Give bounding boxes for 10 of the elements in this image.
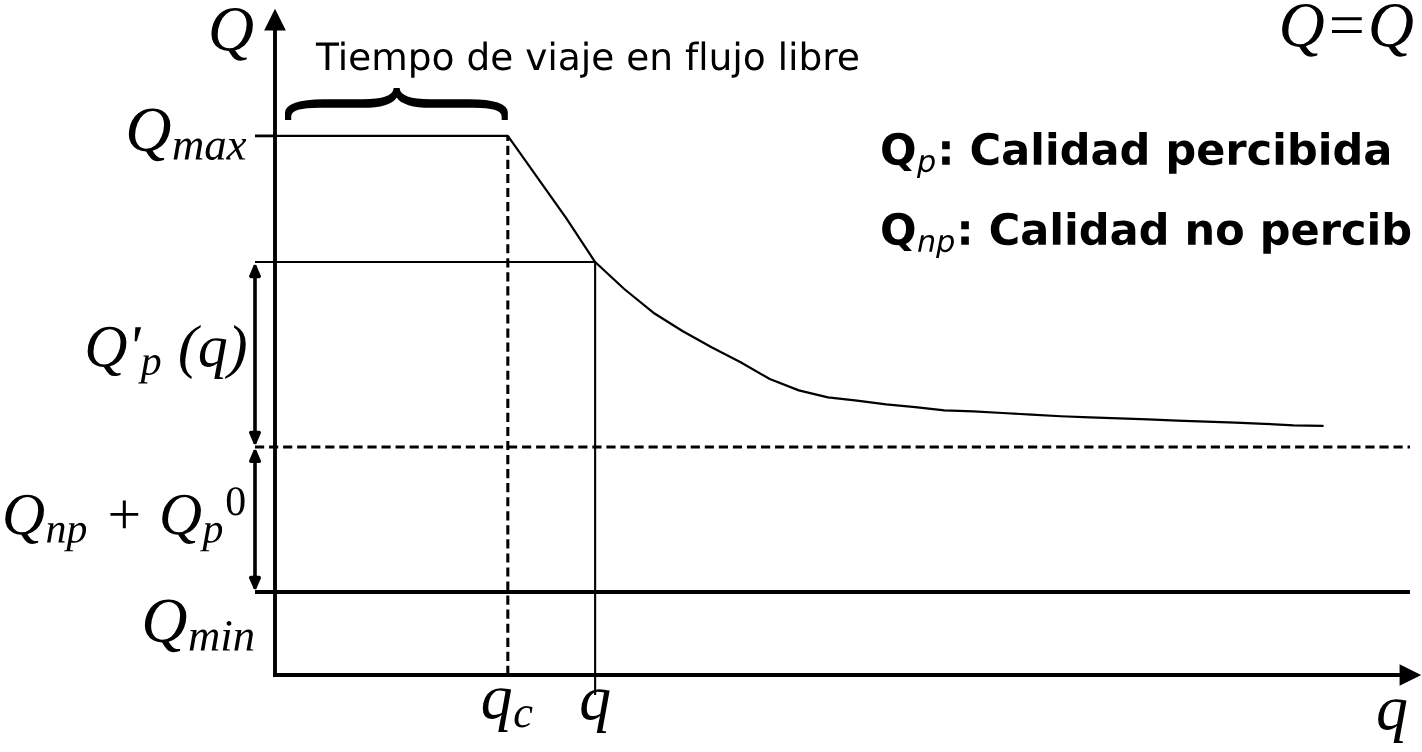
text: Q$_{np}$ + Q$_{p}$$^{0}$ — [5, 487, 245, 552]
text: Q'$_{p}$ (q) — [87, 324, 246, 384]
x-tick-label: q$_{c}$ — [482, 688, 533, 732]
y-axis-title: Q — [211, 8, 253, 61]
ref-line-label: Q$_{min}$ — [144, 599, 254, 653]
annotation: Q$_{np}$: Calidad no percib — [882, 212, 1411, 259]
text: Q=Q — [1282, 4, 1413, 57]
text: Q$_{max}$ — [128, 108, 247, 162]
annotation: Tiempo de viaje en flujo libre — [315, 41, 858, 78]
annotation: Q$_{p}$: Calidad percibida — [882, 132, 1389, 179]
